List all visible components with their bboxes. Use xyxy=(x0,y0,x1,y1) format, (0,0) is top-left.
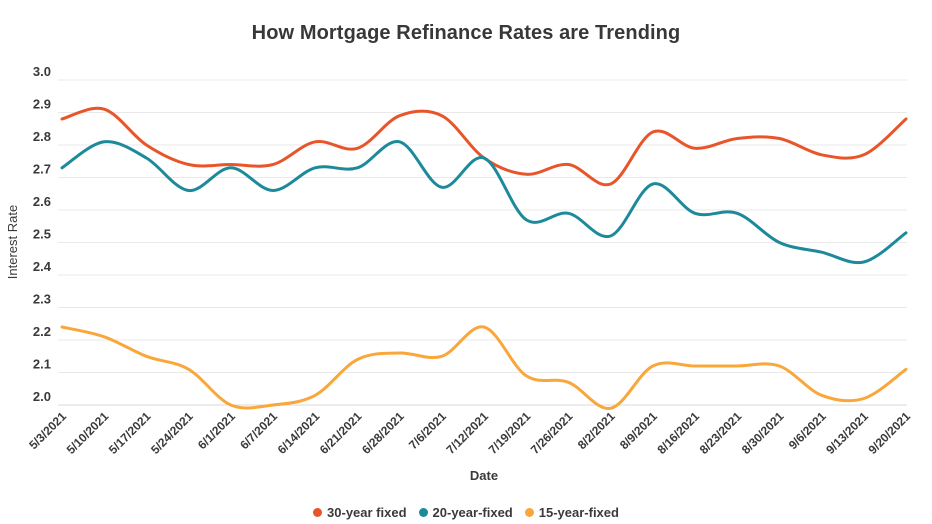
x-tick-label: 7/19/2021 xyxy=(486,409,534,457)
y-tick-label: 2.8 xyxy=(33,129,51,144)
legend-item-15-year-fixed: 15-year-fixed xyxy=(524,504,619,520)
legend: 30-year fixed 20-year-fixed 15-year-fixed xyxy=(0,503,932,521)
x-tick-label: 6/21/2021 xyxy=(317,409,365,457)
series-line-15-year-fixed xyxy=(60,325,908,410)
x-tick-label: 9/13/2021 xyxy=(823,409,871,457)
legend-label-15-year-fixed: 15-year-fixed xyxy=(538,504,619,520)
y-tick-label: 2.1 xyxy=(33,357,51,372)
legend-item-30-year-fixed: 30-year fixed xyxy=(313,505,407,520)
y-tick-label: 2.4 xyxy=(33,259,52,274)
x-tick-label: 5/3/2021 xyxy=(26,409,69,452)
x-tick-label: 8/16/2021 xyxy=(654,409,702,457)
x-tick-label: 7/26/2021 xyxy=(528,409,576,457)
x-tick-label: 6/7/2021 xyxy=(237,409,280,452)
y-tick-label: 3.0 xyxy=(33,64,51,79)
y-tick-label: 2.0 xyxy=(33,389,51,404)
y-tick-label: 2.5 xyxy=(33,227,51,242)
legend-dot-15-year-fixed xyxy=(524,507,534,517)
legend-label-30-year-fixed: 30-year fixed xyxy=(327,504,407,520)
x-tick-label: 5/10/2021 xyxy=(64,409,112,457)
legend-item-20-year-fixed: 20-year-fixed xyxy=(418,504,513,520)
legend-label-20-year-fixed: 20-year-fixed xyxy=(432,504,513,520)
x-tick-label: 6/28/2021 xyxy=(359,409,407,457)
x-tick-label: 5/17/2021 xyxy=(106,409,154,457)
x-tick-label: 5/24/2021 xyxy=(148,409,196,457)
series-line-20-year-fixed xyxy=(60,140,908,265)
y-tick-label: 2.6 xyxy=(33,194,51,209)
x-tick-label: 6/1/2021 xyxy=(195,409,238,452)
y-tick-label: 2.2 xyxy=(33,324,51,339)
chart-title: How Mortgage Refinance Rates are Trendin… xyxy=(251,22,681,44)
y-axis-label: Interest Rate xyxy=(5,204,20,280)
x-tick-label: 8/23/2021 xyxy=(697,409,745,457)
x-tick-label: 8/9/2021 xyxy=(617,409,660,452)
x-tick-label: 9/6/2021 xyxy=(786,409,829,452)
x-tick-label: 8/2/2021 xyxy=(575,409,618,452)
y-tick-label: 2.3 xyxy=(33,292,51,307)
legend-dot-20-year-fixed xyxy=(418,507,428,517)
x-tick-label: 7/6/2021 xyxy=(406,409,449,452)
series-line-30-year-fixed xyxy=(60,106,908,187)
x-axis-label: Date xyxy=(469,468,499,483)
x-tick-label: 8/30/2021 xyxy=(739,409,787,457)
x-tick-label: 9/20/2021 xyxy=(865,409,913,457)
legend-dot-30-year-fixed xyxy=(313,507,323,517)
y-tick-label: 2.7 xyxy=(33,162,51,177)
y-tick-label: 2.9 xyxy=(33,97,51,112)
x-tick-label: 7/12/2021 xyxy=(443,409,491,457)
x-tick-label: 6/14/2021 xyxy=(275,409,323,457)
